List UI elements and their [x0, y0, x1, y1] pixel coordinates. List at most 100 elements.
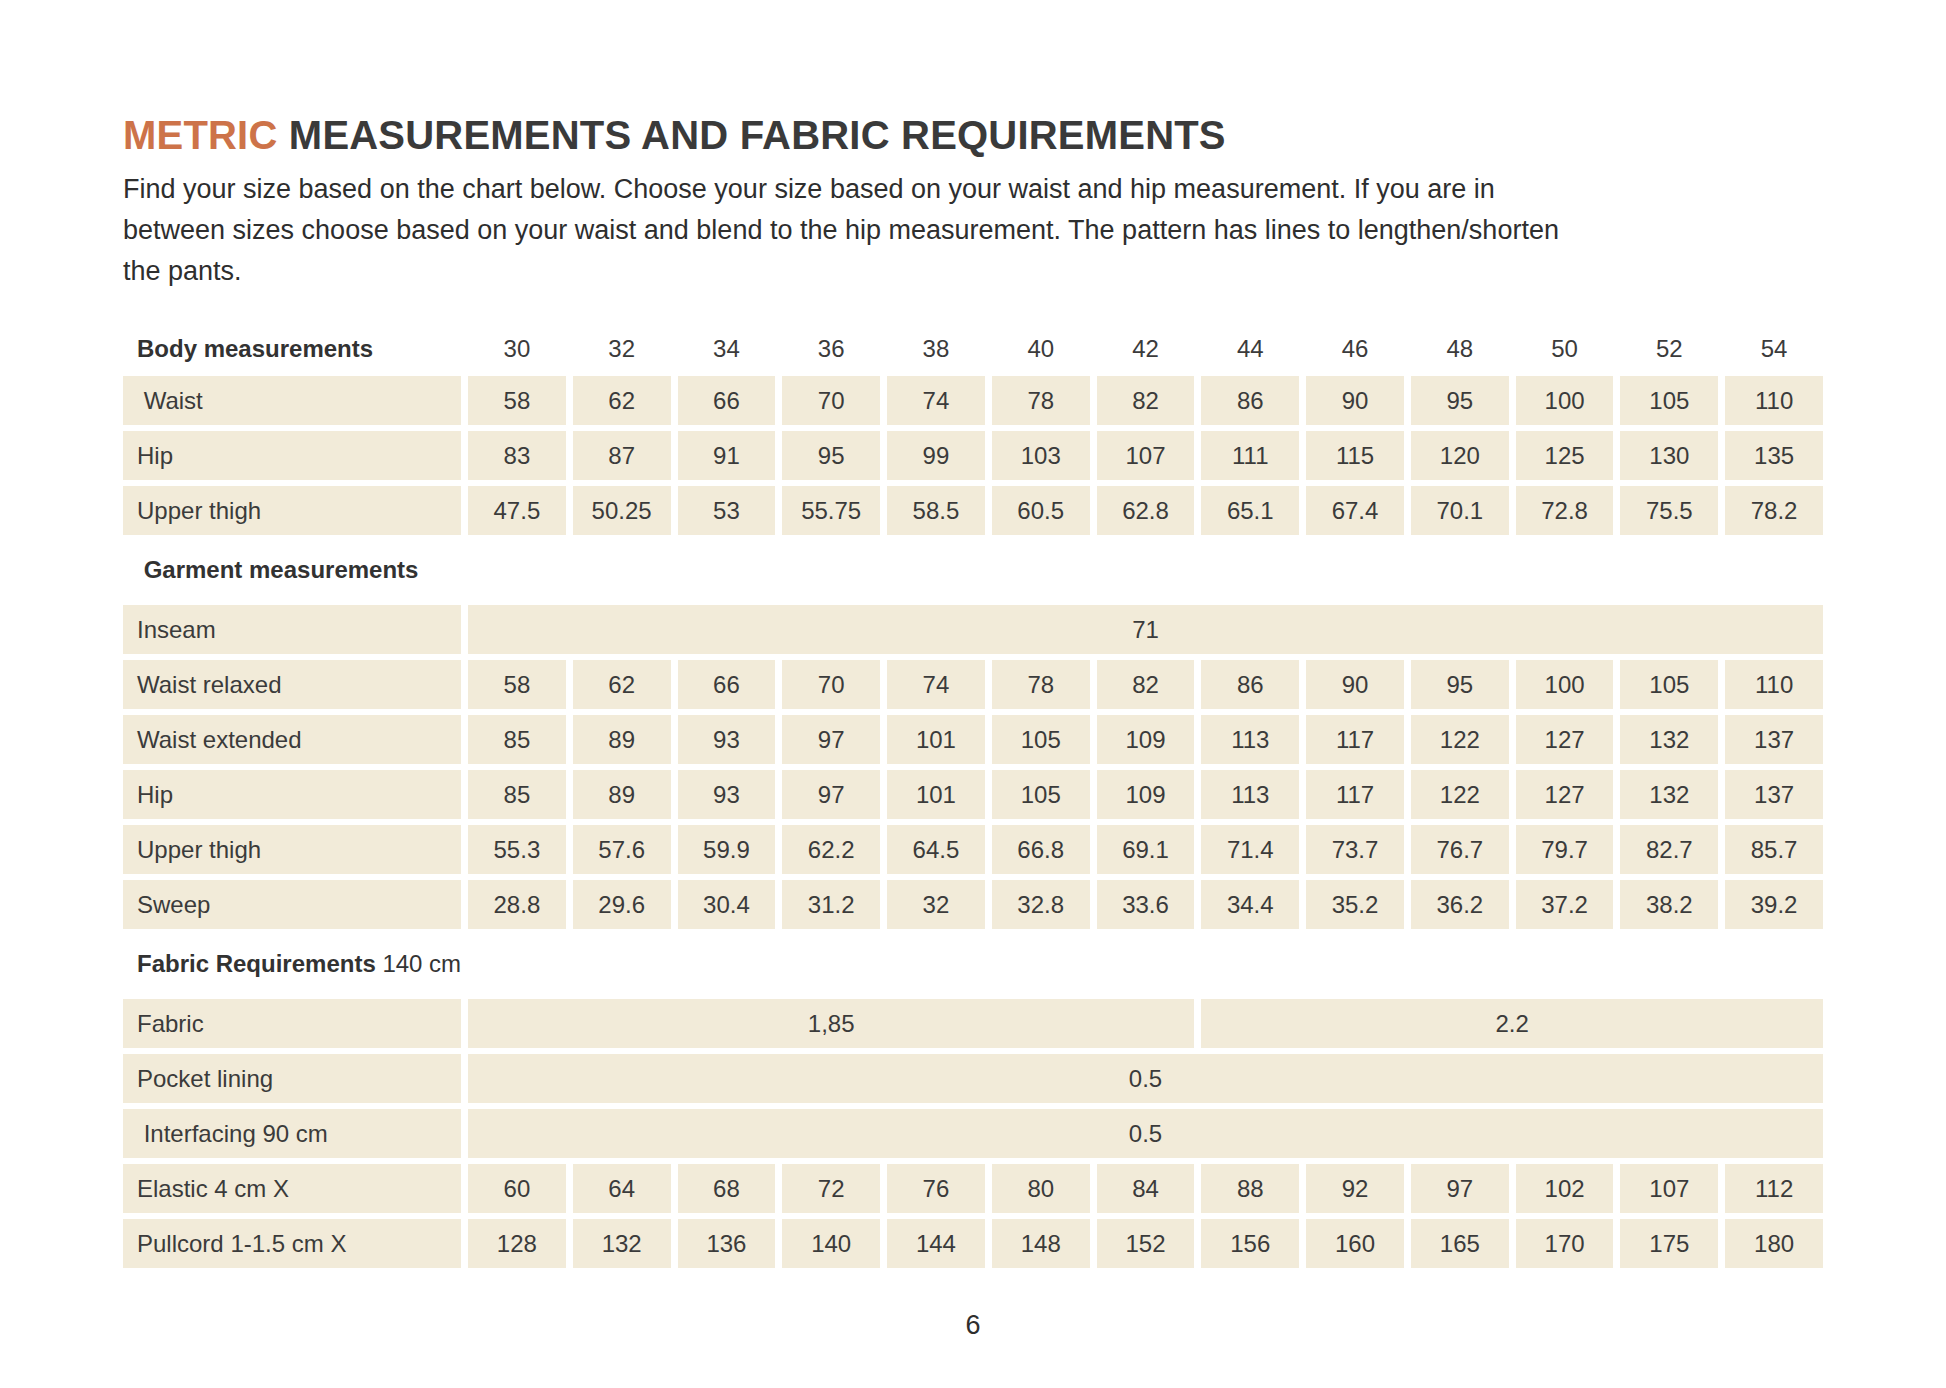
- cell-value: 105: [1620, 376, 1718, 425]
- cell-value: 120: [1411, 431, 1509, 480]
- cell-value: 78.2: [1725, 486, 1823, 535]
- cell-value: 100: [1516, 376, 1614, 425]
- size-column-header: 46: [1306, 328, 1404, 370]
- cell-value: 47.5: [468, 486, 566, 535]
- cell-value: 100: [1516, 660, 1614, 709]
- cell-value: 60: [468, 1164, 566, 1213]
- cell-value: 97: [782, 770, 880, 819]
- cell-value: 156: [1201, 1219, 1299, 1268]
- cell-value: 97: [1411, 1164, 1509, 1213]
- cell-value: 82: [1097, 660, 1195, 709]
- cell-value: 136: [678, 1219, 776, 1268]
- cell-value: 180: [1725, 1219, 1823, 1268]
- cell-value: 76.7: [1411, 825, 1509, 874]
- cell-value: 74: [887, 660, 985, 709]
- cell-value: 64.5: [887, 825, 985, 874]
- cell-value: 90: [1306, 660, 1404, 709]
- cell-value: 55.3: [468, 825, 566, 874]
- cell-value: 73.7: [1306, 825, 1404, 874]
- cell-value: 93: [678, 715, 776, 764]
- size-column-header: 50: [1516, 328, 1614, 370]
- cell-value: 37.2: [1516, 880, 1614, 929]
- size-column-header: 42: [1097, 328, 1195, 370]
- cell-value: 79.7: [1516, 825, 1614, 874]
- cell-value: 127: [1516, 715, 1614, 764]
- cell-value: 86: [1201, 660, 1299, 709]
- cell-value: 72: [782, 1164, 880, 1213]
- cell-value: 105: [992, 715, 1090, 764]
- cell-value: 70: [782, 376, 880, 425]
- cell-value: 70: [782, 660, 880, 709]
- row-label: Hip: [123, 770, 461, 819]
- cell-value: 58.5: [887, 486, 985, 535]
- cell-value: 32: [887, 880, 985, 929]
- cell-value: 165: [1411, 1219, 1509, 1268]
- size-column-header: 40: [992, 328, 1090, 370]
- page-container: METRIC MEASUREMENTS AND FABRIC REQUIREME…: [0, 0, 1946, 1388]
- size-column-header: 54: [1725, 328, 1823, 370]
- cell-value: 62.8: [1097, 486, 1195, 535]
- size-column-header: 30: [468, 328, 566, 370]
- cell-value: 75.5: [1620, 486, 1718, 535]
- cell-value: 60.5: [992, 486, 1090, 535]
- cell-value: 85.7: [1725, 825, 1823, 874]
- row-label: Interfacing 90 cm: [123, 1109, 461, 1158]
- cell-value: 95: [1411, 376, 1509, 425]
- cell-value: 99: [887, 431, 985, 480]
- cell-value: 35.2: [1306, 880, 1404, 929]
- cell-value: 72.8: [1516, 486, 1614, 535]
- cell-value: 64: [573, 1164, 671, 1213]
- cell-value: 66.8: [992, 825, 1090, 874]
- cell-value: 110: [1725, 376, 1823, 425]
- cell-value: 107: [1620, 1164, 1718, 1213]
- cell-value: 36.2: [1411, 880, 1509, 929]
- cell-value: 58: [468, 660, 566, 709]
- cell-value: 170: [1516, 1219, 1614, 1268]
- cell-value: 95: [1411, 660, 1509, 709]
- row-label: Waist extended: [123, 715, 461, 764]
- row-label: Pocket lining: [123, 1054, 461, 1103]
- section-suffix: 140 cm: [376, 950, 461, 978]
- cell-value: 89: [573, 715, 671, 764]
- cell-value: 80: [992, 1164, 1090, 1213]
- cell-value: 109: [1097, 770, 1195, 819]
- row-label: Sweep: [123, 880, 461, 929]
- cell-value: 137: [1725, 770, 1823, 819]
- cell-value: 107: [1097, 431, 1195, 480]
- cell-value: 132: [1620, 770, 1718, 819]
- title-rest: MEASUREMENTS AND FABRIC REQUIREMENTS: [289, 113, 1226, 157]
- row-label: Waist: [123, 376, 461, 425]
- cell-value: 70.1: [1411, 486, 1509, 535]
- cell-value: 58: [468, 376, 566, 425]
- section-row: Garment measurements: [123, 541, 1823, 599]
- cell-value: 69.1: [1097, 825, 1195, 874]
- cell-value: 76: [887, 1164, 985, 1213]
- row-label: Elastic 4 cm X: [123, 1164, 461, 1213]
- row-label: Upper thigh: [123, 486, 461, 535]
- cell-value: 128: [468, 1219, 566, 1268]
- cell-value: 122: [1411, 715, 1509, 764]
- cell-value: 112: [1725, 1164, 1823, 1213]
- cell-value: 103: [992, 431, 1090, 480]
- cell-value: 39.2: [1725, 880, 1823, 929]
- cell-value: 122: [1411, 770, 1509, 819]
- size-column-header: 32: [573, 328, 671, 370]
- cell-value: 71.4: [1201, 825, 1299, 874]
- row-label: Upper thigh: [123, 825, 461, 874]
- cell-value: 82: [1097, 376, 1195, 425]
- measurement-table: Body measurements30323436384042444648505…: [123, 328, 1823, 1268]
- cell-value: 66: [678, 660, 776, 709]
- section-row: Fabric Requirements 140 cm: [123, 935, 1823, 993]
- cell-value: 34.4: [1201, 880, 1299, 929]
- cell-value: 1,85: [468, 999, 1194, 1048]
- cell-value: 84: [1097, 1164, 1195, 1213]
- intro-line: between sizes choose based on your waist…: [123, 210, 1823, 251]
- cell-value: 28.8: [468, 880, 566, 929]
- cell-value: 55.75: [782, 486, 880, 535]
- section-title: Garment measurements: [137, 556, 418, 584]
- cell-value: 78: [992, 660, 1090, 709]
- cell-value: 125: [1516, 431, 1614, 480]
- cell-value: 32.8: [992, 880, 1090, 929]
- cell-value: 66: [678, 376, 776, 425]
- cell-value: 105: [992, 770, 1090, 819]
